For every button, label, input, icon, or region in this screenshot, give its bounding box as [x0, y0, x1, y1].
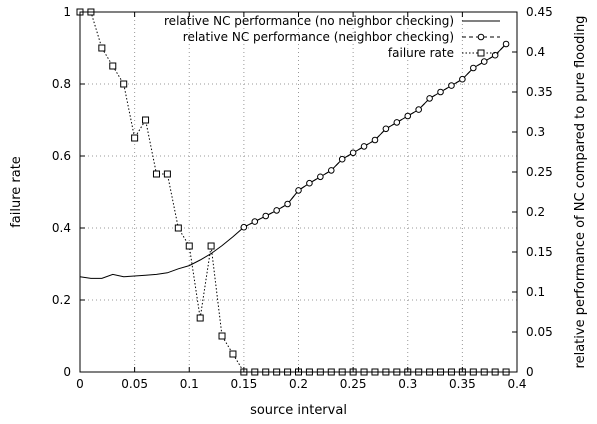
data-point — [404, 112, 412, 120]
data-point — [317, 173, 324, 181]
data-point — [273, 207, 280, 214]
y-right-tick-label: 0.15 — [526, 245, 553, 259]
x-tick-label: 0 — [76, 377, 84, 391]
y-right-tick-label: 0.2 — [526, 205, 545, 219]
y-right-tick-label: 0 — [526, 365, 534, 379]
data-point — [284, 200, 291, 208]
data-point — [240, 223, 248, 231]
y-left-tick-label: 0.8 — [52, 77, 71, 91]
y-left-tick-label: 0 — [63, 365, 71, 379]
data-point — [371, 136, 379, 144]
data-point — [470, 64, 477, 72]
y-right-tick-label: 0.05 — [526, 325, 553, 339]
data-point — [502, 40, 510, 48]
data-point — [349, 149, 357, 157]
series-line — [79, 43, 507, 279]
data-point — [229, 350, 237, 358]
data-point — [306, 179, 313, 187]
y-right-tick-label: 0.45 — [526, 5, 553, 19]
x-tick-label: 0.35 — [449, 377, 476, 391]
data-point — [152, 170, 160, 178]
data-point — [196, 314, 204, 322]
data-point — [251, 218, 259, 225]
x-tick-label: 0.1 — [180, 377, 199, 391]
x-axis-label: source interval — [250, 403, 347, 418]
data-point — [437, 88, 444, 96]
y-left-tick-label: 0.6 — [52, 149, 71, 163]
y-right-tick-label: 0.4 — [526, 45, 545, 59]
data-point — [393, 119, 401, 126]
data-point — [163, 170, 171, 178]
x-tick-label: 0.15 — [231, 377, 258, 391]
y-axis-label-left: failure rate — [9, 156, 24, 228]
data-point — [426, 95, 433, 102]
data-point — [491, 51, 499, 59]
data-point — [174, 224, 182, 232]
y-left-tick-label: 0.2 — [52, 293, 71, 307]
series-1 — [79, 43, 507, 279]
data-point — [262, 212, 270, 220]
data-point — [109, 62, 117, 70]
data-point — [415, 106, 422, 113]
series-line — [80, 11, 507, 373]
legend-marker — [477, 49, 485, 57]
data-point — [295, 187, 302, 194]
x-tick-label: 0.05 — [121, 377, 148, 391]
series-3 — [76, 8, 510, 376]
legend-label: failure rate — [388, 46, 454, 60]
axis-ticks: 0 0.05 0.1 0.15 0.2 0.25 0.3 0.35 0.400.20.40.60… — [52, 5, 553, 391]
y-right-tick-label: 0.1 — [526, 285, 545, 299]
x-tick-label: 0.2 — [289, 377, 308, 391]
data-point — [142, 116, 150, 124]
y-left-tick-label: 1 — [63, 5, 71, 19]
series-2 — [240, 40, 510, 231]
data-point — [360, 143, 368, 150]
data-point — [448, 82, 455, 89]
data-point — [382, 125, 390, 133]
x-tick-label: 0.3 — [398, 377, 417, 391]
data-point — [327, 167, 335, 174]
data-point — [480, 58, 488, 65]
data-point — [185, 242, 193, 250]
legend-marker — [477, 33, 485, 41]
x-tick-label: 0.4 — [507, 377, 526, 391]
data-point — [131, 134, 139, 142]
y-right-tick-label: 0.3 — [526, 125, 545, 139]
data-point — [459, 75, 466, 83]
y-right-tick-label: 0.25 — [526, 165, 553, 179]
legend-label: relative NC performance (neighbor checki… — [183, 30, 454, 44]
data-point — [98, 44, 106, 52]
series-line — [243, 43, 507, 228]
data-point — [338, 155, 346, 163]
data-point — [218, 332, 226, 340]
y-left-tick-label: 0.4 — [52, 221, 71, 235]
legend-label: relative NC performance (no neighbor che… — [164, 14, 454, 28]
y-axis-label-right: relative performance of NC compared to p… — [573, 16, 588, 369]
data-point — [207, 242, 215, 250]
legend: relative NC performance (no neighbor che… — [164, 14, 500, 60]
y-right-tick-label: 0.35 — [526, 85, 553, 99]
x-tick-label: 0.25 — [340, 377, 367, 391]
data-point — [120, 80, 128, 88]
series-layer — [76, 8, 510, 376]
